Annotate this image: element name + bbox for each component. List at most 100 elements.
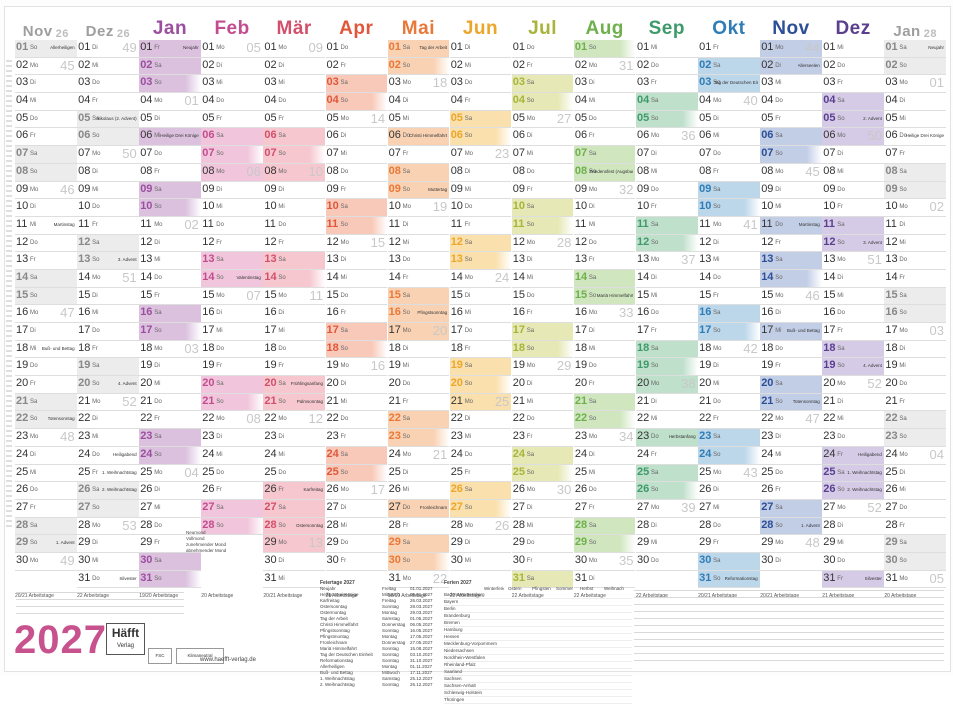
day-cell: 21 Di <box>822 394 884 412</box>
weekday-label: Di <box>30 451 36 458</box>
day-number: 24 <box>823 447 836 460</box>
weekday-label: Di <box>588 80 595 87</box>
day-cell: 02 Do <box>822 58 884 76</box>
day-cell: 18 Di <box>387 341 450 359</box>
day-number: 15 <box>637 288 650 301</box>
day-number: 15 <box>388 288 401 301</box>
month-header: Jun <box>450 8 512 40</box>
weekday-label: Mo <box>899 328 908 334</box>
holiday-cell: 06.05.2027 <box>410 622 433 627</box>
weekday-label: So <box>340 98 348 105</box>
day-number: 06 <box>16 129 29 142</box>
weekday-label: Fr <box>154 168 160 175</box>
weekday-label: Di <box>340 381 347 388</box>
day-cell: 30 Fr <box>325 553 388 571</box>
weekday-label: So <box>216 398 224 405</box>
day-cell: 18 Sa <box>636 340 698 359</box>
weekday-label: Fr <box>837 575 843 582</box>
day-cell: 06 Mo 50 <box>822 128 884 147</box>
day-cell: 08 Sa <box>387 163 450 182</box>
day-cell: 15 Sa <box>387 287 450 306</box>
weekday-label: So <box>899 62 907 69</box>
day-cell: 27 Mi <box>698 500 760 518</box>
weekday-label: So <box>216 151 224 158</box>
day-cell: 13 Mi <box>139 252 201 270</box>
day-number: 04 <box>78 94 91 107</box>
day-cell: 29 Do <box>325 535 388 553</box>
day-cell: 23 Mi <box>77 429 139 447</box>
holiday-cell: Allerheiligen <box>320 664 345 669</box>
day-number: 23 <box>264 430 277 443</box>
day-number: 28 <box>202 518 215 531</box>
weekday-label: Di <box>216 310 222 317</box>
weekday-label: So <box>899 310 907 317</box>
weekday-label: Mo <box>154 221 163 228</box>
day-number: 31 <box>512 571 526 584</box>
day-cell: 05 Sa <box>449 110 512 129</box>
day-number: 23 <box>78 430 91 443</box>
weekday-label: Mo <box>526 363 536 370</box>
weekday-label: Do <box>775 469 783 476</box>
day-number: 10 <box>823 200 836 213</box>
weekday-label: So <box>713 451 721 458</box>
day-cell: 01 Sa Neujahr <box>884 40 946 58</box>
week-number: 52 <box>867 376 882 392</box>
day-number: 17 <box>512 324 526 336</box>
day-cell: 14 Do <box>139 270 201 288</box>
day-cell: 08 Mo 10 <box>263 163 325 182</box>
day-number: 08 <box>761 164 774 177</box>
day-number: 26 <box>574 483 588 496</box>
day-number: 03 <box>637 76 650 89</box>
month-header: Nov <box>760 8 822 40</box>
day-number: 11 <box>326 217 339 230</box>
weekday-label: Di <box>92 45 98 51</box>
day-cell: 17 Do <box>449 323 512 341</box>
day-number: 26 <box>16 483 29 496</box>
day-number: 13 <box>326 253 339 266</box>
weekday-label: Mo <box>464 151 474 158</box>
weekday-label: Di <box>713 115 719 122</box>
day-cell: 17 So <box>139 323 201 341</box>
day-number: 05 <box>699 111 712 124</box>
moon-legend-new: Neumond <box>186 530 206 535</box>
day-cell: 08 Mi <box>822 164 884 182</box>
day-cell: 13 So 3. Advent <box>77 252 139 270</box>
day-cell: 13 Sa <box>760 252 822 270</box>
weekday-label: So <box>713 328 721 334</box>
month-column-apr: Apr 01 Do 02 Fr 03 Sa 04 So 05 Mo 14 06 Di 07 Mi 08 Do 09 F… <box>325 8 388 599</box>
holiday-label: Silvester <box>864 575 882 581</box>
holiday-row: Fronleichnam Donnerstag 27.05.2027 <box>320 640 442 646</box>
weekday-label: Sa <box>526 451 535 458</box>
day-number: 31 <box>699 571 712 584</box>
day-number: 01 <box>264 41 277 53</box>
weekday-label: Di <box>30 80 36 87</box>
day-number: 15 <box>885 288 898 301</box>
day-cell: 02 So <box>884 57 946 76</box>
weekday-label: Mo <box>92 151 101 158</box>
vacation-state-row: Niedersachsen <box>444 648 632 655</box>
day-number: 06 <box>326 129 339 142</box>
day-number: 26 <box>699 483 712 496</box>
weekday-label: Fr <box>92 221 98 228</box>
weekday-label: Mo <box>837 504 846 511</box>
weekday-label: Di <box>899 469 906 476</box>
day-cell: 02 Mi <box>449 58 512 76</box>
day-number: 25 <box>388 465 401 478</box>
day-number: 23 <box>140 430 153 443</box>
day-cell: 27 Sa <box>263 499 325 518</box>
holiday-cell: 2. Weihnachtstag <box>320 682 355 687</box>
day-cell: 09 Di <box>760 182 822 200</box>
day-list: 01 So 02 Mo 31 03 Di 04 Mi 05 Do 06 Fr 07 Sa 08 So Friede… <box>573 40 636 589</box>
day-number: 09 <box>78 182 91 195</box>
day-number: 01 <box>388 41 401 53</box>
weekday-label: So <box>154 204 162 211</box>
day-number: 05 <box>388 111 401 124</box>
day-cell: 05 Mi <box>884 111 946 129</box>
day-number: 07 <box>450 147 463 160</box>
weekday-label: Do <box>402 504 411 511</box>
day-number: 10 <box>78 200 91 213</box>
weekday-label: Sa <box>30 522 38 529</box>
weekday-label: Sa <box>402 45 410 51</box>
weekday-label: So <box>713 80 721 87</box>
week-number: 48 <box>60 429 75 445</box>
